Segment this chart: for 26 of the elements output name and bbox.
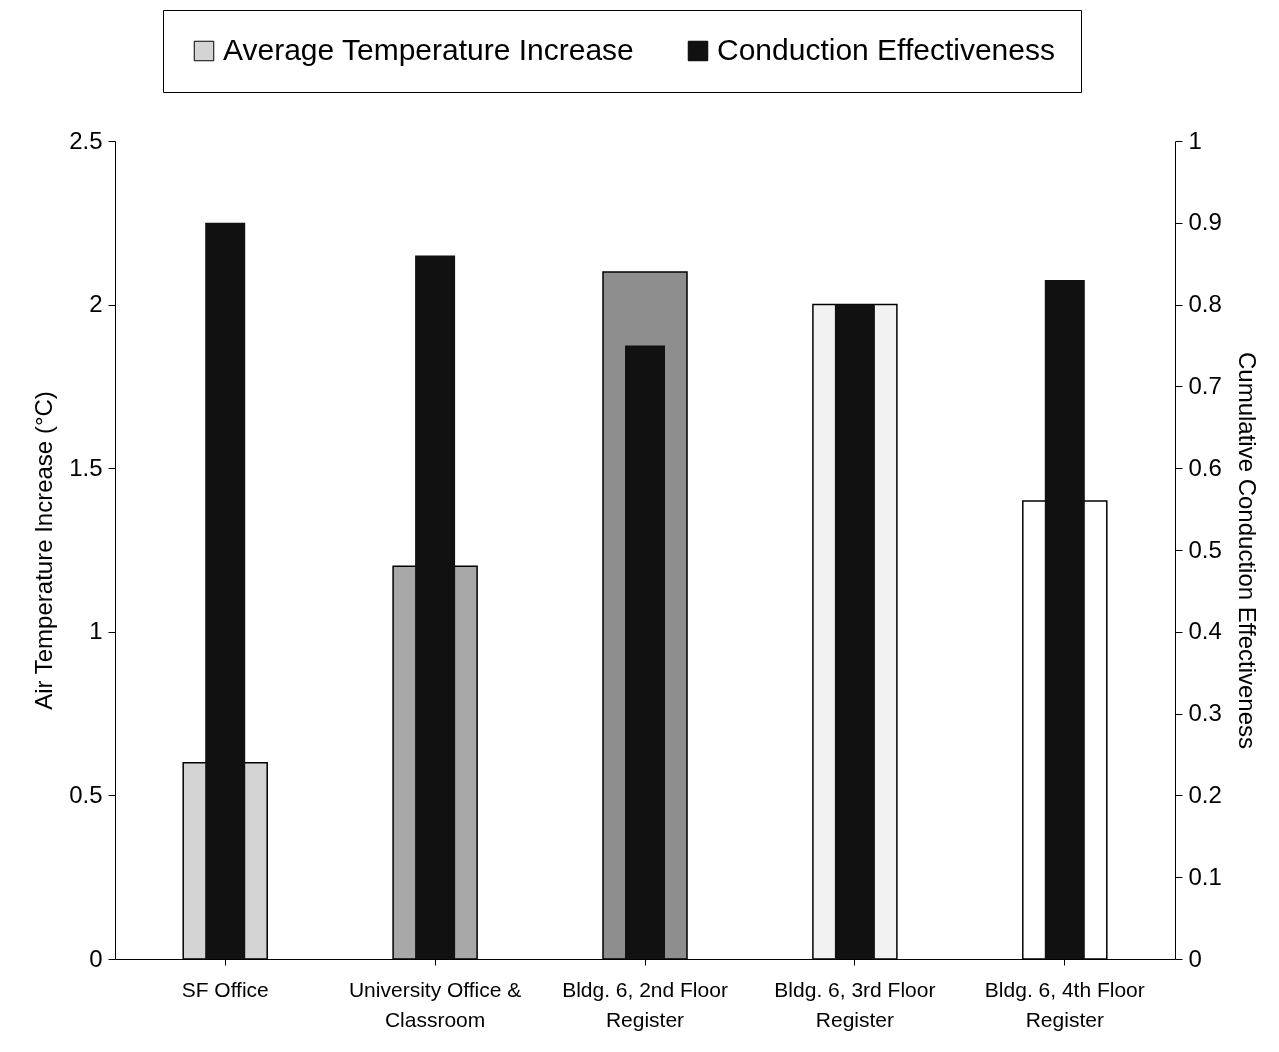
y2-tick-label: 1 — [1188, 126, 1202, 154]
y2-axis-title: Cumulative Conduction Effectiveness — [1233, 351, 1261, 750]
y2-tick-label: 0.2 — [1188, 780, 1222, 808]
y2-tick-label: 0.6 — [1188, 453, 1222, 481]
x-tick-label: SF Office — [181, 977, 269, 1001]
y-tick-label: 2.5 — [69, 126, 103, 154]
x-tick-label: Bldg. 6, 3rd Floor Register — [774, 977, 936, 1031]
x-tick-label: Bldg. 6, 2nd Floor Register — [562, 977, 728, 1031]
y2-tick-label: 0 — [1188, 944, 1202, 972]
x-tick-label: Bldg. 6, 4th Floor Register — [984, 977, 1145, 1031]
y2-tick-label: 0.5 — [1188, 535, 1222, 563]
y2-tick-label: 0.4 — [1188, 617, 1222, 645]
x-tick-label: University Office & Classroom — [348, 977, 522, 1031]
y-tick-label: 0.5 — [69, 780, 103, 808]
y-tick-label: 1.5 — [69, 453, 103, 481]
y2-tick-label: 0.7 — [1188, 371, 1222, 399]
y-tick-label: 2 — [89, 290, 103, 318]
y-tick-label: 0 — [89, 944, 103, 972]
y-axis-title: Air Temperature Increase (°C) — [30, 391, 58, 710]
y2-tick-label: 0.8 — [1188, 290, 1222, 318]
y2-tick-label: 0.9 — [1188, 208, 1222, 236]
y-tick-label: 1 — [89, 617, 103, 645]
y2-tick-label: 0.1 — [1188, 862, 1222, 890]
legend-label: Conduction Effectiveness — [717, 33, 1055, 66]
legend-label: Average Temperature Increase — [223, 33, 634, 66]
y2-tick-label: 0.3 — [1188, 699, 1222, 727]
